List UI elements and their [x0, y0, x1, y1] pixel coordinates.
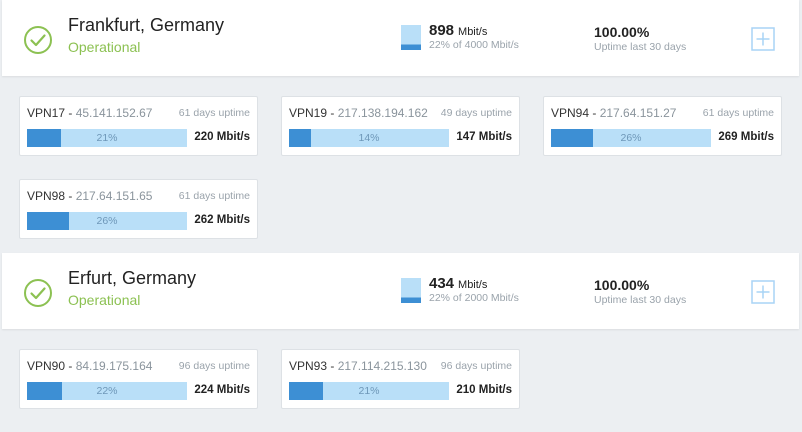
- server-load-bar: 22%: [27, 382, 187, 400]
- location-card-erfurt: Erfurt, Germany Operational 434 Mbit/s 22…: [2, 253, 799, 329]
- server-name: VPN98 - 217.64.151.65: [27, 189, 153, 203]
- bandwidth-capacity: 22% of 2000 Mbit/s: [429, 292, 519, 304]
- server-uptime: 96 days uptime: [178, 360, 250, 372]
- uptime-caption: Uptime last 30 days: [594, 294, 687, 306]
- server-ip: 217.64.151.65: [75, 189, 153, 203]
- server-load-fill: [289, 382, 323, 400]
- location-status: Operational: [68, 292, 141, 308]
- server-load-label: 26%: [96, 215, 118, 227]
- server-load-fill: [27, 382, 63, 400]
- server-load-bar: 14%: [289, 129, 449, 147]
- bandwidth-capacity: 22% of 4000 Mbit/s: [429, 39, 519, 51]
- server-speed: 210 Mbit/s: [456, 384, 512, 396]
- uptime-value: 100.00%: [594, 277, 650, 293]
- server-speed: 220 Mbit/s: [194, 131, 250, 143]
- server-ip: 217.138.194.162: [337, 106, 428, 120]
- server-load-fill: [551, 129, 593, 147]
- server-load-bar: 26%: [27, 212, 187, 230]
- server-speed: 262 Mbit/s: [194, 214, 250, 226]
- location-name: Erfurt, Germany: [68, 268, 197, 288]
- server-name: VPN94 - 217.64.151.27: [551, 106, 677, 120]
- server-load-fill: [289, 129, 312, 147]
- server-load-label: 14%: [358, 132, 380, 144]
- server-load-fill: [27, 129, 61, 147]
- plus-square-icon[interactable]: [751, 280, 775, 304]
- bandwidth-unit: Mbit/s: [458, 26, 488, 38]
- server-card-vpn90[interactable]: VPN90 - 84.19.175.164 96 days uptime 22%…: [19, 349, 258, 409]
- plus-square-icon[interactable]: [751, 27, 775, 51]
- server-load-label: 21%: [358, 385, 380, 397]
- bandwidth-gauge-icon: [401, 278, 421, 303]
- server-speed: 147 Mbit/s: [456, 131, 512, 143]
- server-load-label: 21%: [96, 132, 118, 144]
- check-circle-icon: [24, 26, 52, 54]
- uptime-value: 100.00%: [594, 24, 650, 40]
- server-name: VPN19 - 217.138.194.162: [289, 106, 428, 120]
- server-ip: 84.19.175.164: [75, 359, 153, 373]
- bandwidth-value: 898 Mbit/s: [429, 22, 488, 39]
- location-status: Operational: [68, 39, 141, 55]
- server-name: VPN93 - 217.114.215.130: [289, 359, 427, 373]
- bandwidth-gauge-icon: [401, 25, 421, 50]
- server-card-vpn17[interactable]: VPN17 - 45.141.152.67 61 days uptime 21%…: [19, 96, 258, 156]
- server-ip: 217.64.151.27: [599, 106, 677, 120]
- server-speed: 224 Mbit/s: [194, 384, 250, 396]
- server-uptime: 61 days uptime: [178, 190, 250, 202]
- server-ip: 45.141.152.67: [75, 106, 153, 120]
- check-circle-icon: [24, 279, 52, 307]
- uptime-caption: Uptime last 30 days: [594, 41, 687, 53]
- server-uptime: 61 days uptime: [178, 107, 250, 119]
- server-card-vpn19[interactable]: VPN19 - 217.138.194.162 49 days uptime 1…: [281, 96, 520, 156]
- server-card-vpn98[interactable]: VPN98 - 217.64.151.65 61 days uptime 26%…: [19, 179, 258, 239]
- server-load-label: 22%: [96, 385, 118, 397]
- server-load-bar: 21%: [289, 382, 449, 400]
- server-load-bar: 26%: [551, 129, 711, 147]
- server-uptime: 61 days uptime: [702, 107, 774, 119]
- location-name: Frankfurt, Germany: [68, 15, 225, 35]
- server-uptime: 96 days uptime: [440, 360, 512, 372]
- server-name: VPN17 - 45.141.152.67: [27, 106, 153, 120]
- bandwidth-unit: Mbit/s: [458, 279, 488, 291]
- server-card-vpn93[interactable]: VPN93 - 217.114.215.130 96 days uptime 2…: [281, 349, 520, 409]
- server-load-fill: [27, 212, 69, 230]
- server-load-bar: 21%: [27, 129, 187, 147]
- server-name: VPN90 - 84.19.175.164: [27, 359, 153, 373]
- bandwidth-value: 434 Mbit/s: [429, 275, 488, 292]
- server-uptime: 49 days uptime: [440, 107, 512, 119]
- server-card-vpn94[interactable]: VPN94 - 217.64.151.27 61 days uptime 26%…: [543, 96, 782, 156]
- server-speed: 269 Mbit/s: [718, 131, 774, 143]
- server-load-label: 26%: [620, 132, 642, 144]
- location-card-frankfurt: Frankfurt, Germany Operational 898 Mbit/s…: [2, 0, 799, 76]
- server-ip: 217.114.215.130: [337, 359, 427, 373]
